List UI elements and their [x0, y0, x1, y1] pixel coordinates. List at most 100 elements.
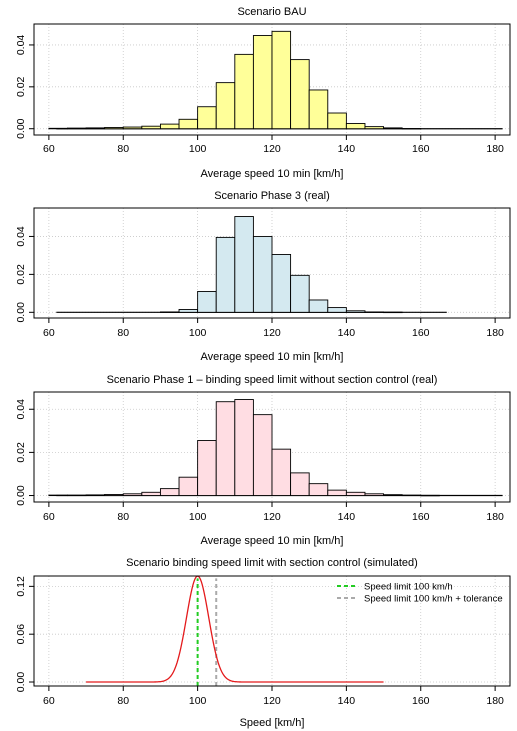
x-tick-label: 80 — [117, 511, 129, 523]
x-tick-label: 120 — [263, 327, 281, 339]
histogram-bar — [364, 493, 385, 496]
histogram-bar — [104, 494, 124, 496]
panel-1: 60 80 100 120 140 160 180 0.00 0.02 0.04 Scenario … — [15, 6, 511, 180]
x-tick-label: 120 — [263, 511, 281, 523]
histogram-bar — [159, 123, 180, 130]
histogram-bar — [141, 491, 161, 496]
histogram-bar — [364, 311, 385, 313]
x-tick-label: 80 — [117, 143, 129, 155]
x-tick-label: 180 — [486, 143, 504, 155]
chart-title: Scenario binding speed limit with sectio… — [126, 557, 418, 569]
histogram-bar — [290, 472, 310, 496]
y-tick-label: 0.04 — [15, 226, 27, 247]
x-tick-label: 180 — [486, 511, 504, 523]
histogram-bar — [215, 82, 236, 130]
histogram-bar — [345, 123, 366, 130]
histogram-bar — [383, 127, 403, 130]
legend-entry: Speed limit 100 km/h + tolerance — [364, 594, 503, 605]
histogram-bar — [290, 274, 310, 313]
histogram-bar — [345, 310, 366, 313]
histogram-bar — [197, 106, 217, 130]
x-axis-label: Speed [km/h] — [240, 717, 305, 729]
histogram-bar — [67, 494, 87, 497]
panel-3: 60 80 100 120 140 160 180 0.00 0.02 0.04 Scenario … — [15, 374, 511, 547]
histogram-bar — [308, 89, 329, 130]
histogram-bar — [327, 307, 347, 313]
x-tick-label: 180 — [486, 327, 504, 339]
y-tick-label: 0.00 — [15, 485, 27, 506]
x-tick-label: 160 — [412, 327, 430, 339]
histogram-bar — [197, 440, 217, 496]
histogram-bar — [364, 126, 385, 130]
x-tick-label: 160 — [412, 511, 430, 523]
histogram-bar — [178, 118, 199, 130]
histogram-bar — [85, 127, 106, 130]
histogram-bar — [159, 311, 180, 313]
histogram-bar — [401, 494, 422, 497]
y-tick-label: 0.02 — [15, 264, 27, 285]
x-tick-label: 120 — [263, 143, 281, 155]
x-tick-label: 100 — [189, 695, 207, 707]
histogram-bar — [215, 236, 236, 313]
x-axis-label: Average speed 10 min [km/h] — [201, 535, 344, 547]
histogram-bar — [383, 494, 403, 496]
histogram-bar — [308, 299, 329, 313]
x-tick-label: 60 — [43, 327, 55, 339]
histogram-bar — [234, 53, 254, 130]
histogram-bar — [122, 493, 143, 496]
histogram-bar — [345, 491, 366, 496]
y-tick-label: 0.02 — [15, 442, 27, 463]
histogram-bar — [271, 30, 292, 130]
histogram-bar — [215, 401, 236, 496]
density-line-1 — [86, 575, 384, 683]
histogram-bar — [234, 216, 254, 313]
y-tick-label: 0.04 — [15, 399, 27, 420]
histogram-bar — [383, 311, 403, 314]
y-tick-label: 0.00 — [15, 672, 27, 693]
histogram-bar — [104, 127, 124, 130]
histogram-bar — [401, 128, 422, 130]
x-tick-label: 120 — [263, 695, 281, 707]
x-tick-label: 100 — [189, 143, 207, 155]
histogram-bar — [178, 476, 199, 496]
x-tick-label: 140 — [338, 143, 356, 155]
histogram-bar — [67, 127, 87, 130]
x-tick-label: 160 — [412, 143, 430, 155]
histogram-bar — [290, 59, 310, 130]
histogram-bar — [308, 483, 329, 496]
chart-title: Scenario Phase 3 (real) — [214, 190, 330, 202]
histogram-bar — [271, 254, 292, 313]
x-tick-label: 60 — [43, 695, 55, 707]
x-tick-label: 140 — [338, 695, 356, 707]
histogram-bar — [197, 290, 217, 313]
x-tick-label: 100 — [189, 511, 207, 523]
x-tick-label: 60 — [43, 511, 55, 523]
y-tick-label: 0.00 — [15, 302, 27, 323]
histogram-bar — [271, 448, 292, 496]
histogram-bar — [159, 488, 180, 496]
x-tick-label: 140 — [338, 327, 356, 339]
panel-2: 60 80 100 120 140 160 180 0.00 0.02 0.04 Scenario … — [15, 190, 511, 363]
histogram-bar — [85, 494, 106, 496]
histogram-bar — [252, 35, 273, 130]
histogram-bar — [234, 399, 254, 496]
y-tick-label: 0.00 — [15, 118, 27, 139]
histogram-bar — [48, 127, 68, 130]
histogram-bar — [327, 489, 347, 496]
histogram-bar — [327, 112, 347, 130]
x-tick-label: 180 — [486, 695, 504, 707]
x-tick-label: 60 — [43, 143, 55, 155]
x-tick-label: 160 — [412, 695, 430, 707]
x-tick-label: 80 — [117, 327, 129, 339]
y-tick-label: 0.12 — [15, 576, 27, 597]
x-axis-label: Average speed 10 min [km/h] — [201, 168, 344, 180]
histogram-bar — [122, 126, 143, 130]
histogram-bar — [420, 494, 440, 497]
y-tick-label: 0.06 — [15, 624, 27, 645]
histogram-bar — [252, 414, 273, 496]
x-tick-label: 80 — [117, 695, 129, 707]
x-tick-label: 100 — [189, 327, 207, 339]
